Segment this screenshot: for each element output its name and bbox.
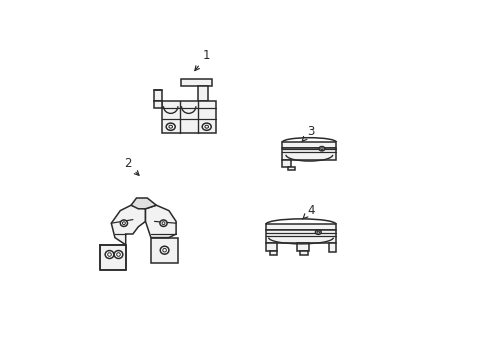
Polygon shape [328,243,336,252]
Ellipse shape [315,230,321,234]
Ellipse shape [320,148,323,150]
Polygon shape [287,167,294,170]
Polygon shape [181,79,212,86]
Ellipse shape [120,220,127,226]
Ellipse shape [166,123,175,130]
Text: 1: 1 [194,49,210,71]
Polygon shape [131,198,156,209]
Polygon shape [162,101,215,133]
Ellipse shape [162,222,164,225]
Polygon shape [265,230,336,243]
Ellipse shape [122,222,125,225]
Polygon shape [269,251,276,255]
Polygon shape [282,148,336,160]
Polygon shape [282,160,291,167]
Ellipse shape [160,220,167,226]
Ellipse shape [204,125,208,128]
Ellipse shape [168,125,172,128]
Ellipse shape [117,253,120,256]
Ellipse shape [114,251,122,258]
Polygon shape [296,243,309,251]
Text: 3: 3 [302,125,314,141]
Polygon shape [300,251,307,255]
Ellipse shape [316,231,319,233]
Ellipse shape [318,147,324,151]
Polygon shape [265,224,336,230]
Polygon shape [154,90,162,101]
Polygon shape [145,205,176,238]
Polygon shape [151,238,178,263]
Polygon shape [111,205,145,245]
Polygon shape [265,243,276,251]
Polygon shape [101,245,125,270]
Polygon shape [282,142,336,148]
Ellipse shape [107,253,111,256]
Ellipse shape [163,248,166,252]
Text: 4: 4 [302,204,314,219]
Ellipse shape [105,251,114,258]
Polygon shape [197,86,208,101]
Ellipse shape [202,123,211,130]
Text: 2: 2 [123,157,139,175]
Ellipse shape [160,246,168,254]
Polygon shape [154,101,162,108]
